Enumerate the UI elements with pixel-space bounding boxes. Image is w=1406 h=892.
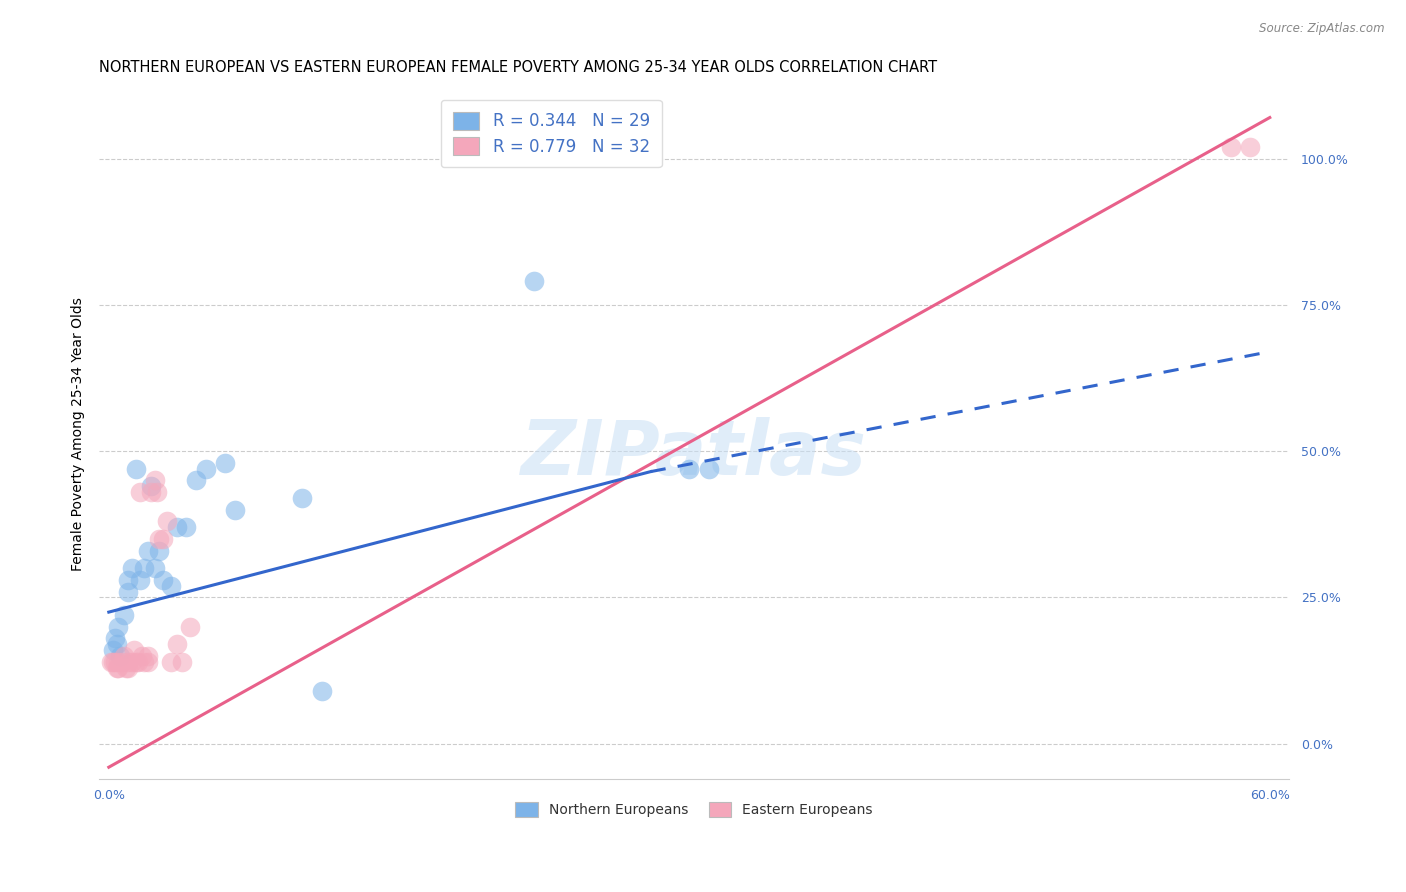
Point	[148, 532, 170, 546]
Point	[111, 655, 134, 669]
Point	[121, 655, 143, 669]
Point	[697, 461, 720, 475]
Point	[110, 648, 132, 663]
Point	[101, 643, 124, 657]
Point	[132, 655, 155, 669]
Point	[224, 502, 246, 516]
Point	[141, 479, 163, 493]
Point	[146, 485, 169, 500]
Point	[172, 655, 194, 669]
Point	[184, 474, 207, 488]
Text: NORTHERN EUROPEAN VS EASTERN EUROPEAN FEMALE POVERTY AMONG 25-34 YEAR OLDS CORRE: NORTHERN EUROPEAN VS EASTERN EUROPEAN FE…	[100, 60, 938, 75]
Point	[194, 461, 217, 475]
Point	[136, 543, 159, 558]
Point	[104, 632, 127, 646]
Point	[131, 648, 153, 663]
Point	[100, 655, 122, 669]
Point	[143, 561, 166, 575]
Text: ZIPatlas: ZIPatlas	[522, 417, 868, 491]
Point	[117, 584, 139, 599]
Point	[107, 661, 129, 675]
Point	[159, 579, 181, 593]
Point	[136, 648, 159, 663]
Point	[152, 532, 174, 546]
Point	[117, 661, 139, 675]
Point	[117, 655, 139, 669]
Point	[166, 520, 188, 534]
Point	[107, 620, 129, 634]
Point	[148, 543, 170, 558]
Point	[112, 607, 135, 622]
Point	[311, 684, 333, 698]
Point	[105, 637, 128, 651]
Point	[159, 655, 181, 669]
Point	[152, 573, 174, 587]
Point	[112, 648, 135, 663]
Text: Source: ZipAtlas.com: Source: ZipAtlas.com	[1260, 22, 1385, 36]
Point	[678, 461, 700, 475]
Point	[122, 643, 145, 657]
Point	[117, 573, 139, 587]
Point	[121, 561, 143, 575]
Point	[214, 456, 236, 470]
Point	[291, 491, 314, 505]
Point	[1239, 140, 1261, 154]
Point	[127, 655, 149, 669]
Point	[125, 461, 148, 475]
Point	[128, 573, 150, 587]
Point	[105, 661, 128, 675]
Point	[523, 274, 546, 288]
Point	[115, 661, 138, 675]
Point	[128, 485, 150, 500]
Point	[166, 637, 188, 651]
Point	[136, 655, 159, 669]
Point	[104, 655, 127, 669]
Point	[141, 485, 163, 500]
Point	[156, 515, 179, 529]
Point	[179, 620, 201, 634]
Point	[125, 655, 148, 669]
Point	[107, 655, 129, 669]
Legend: Northern Europeans, Eastern Europeans: Northern Europeans, Eastern Europeans	[509, 795, 880, 824]
Point	[101, 655, 124, 669]
Point	[132, 561, 155, 575]
Point	[1220, 140, 1243, 154]
Point	[143, 474, 166, 488]
Y-axis label: Female Poverty Among 25-34 Year Olds: Female Poverty Among 25-34 Year Olds	[72, 297, 86, 571]
Point	[174, 520, 197, 534]
